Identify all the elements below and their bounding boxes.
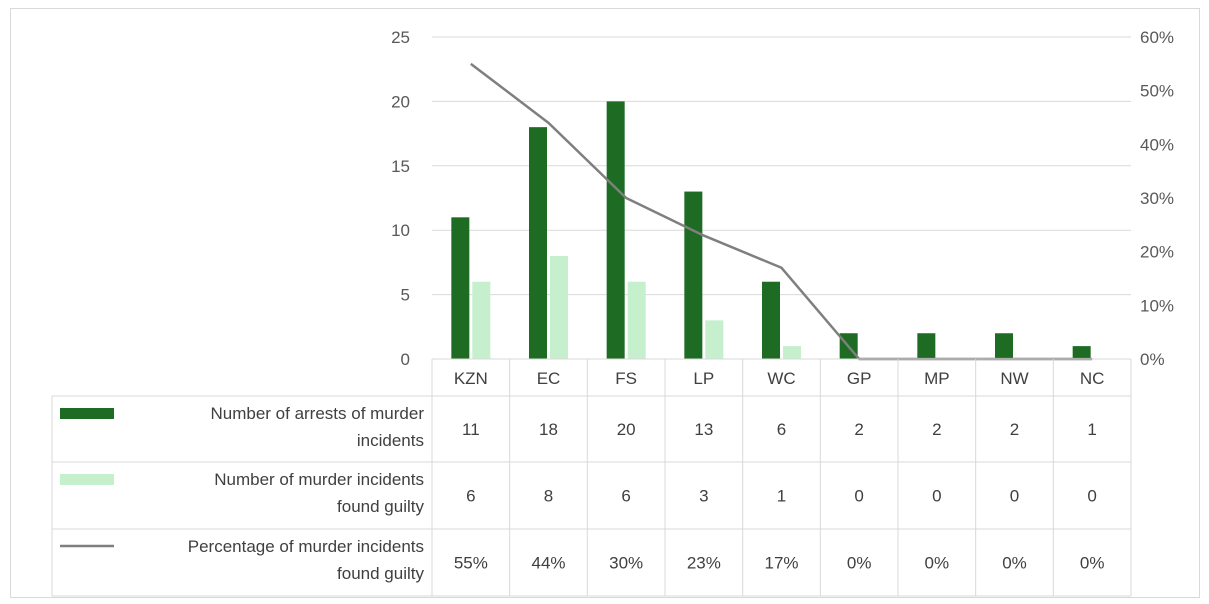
table-cell-value: 1 <box>1087 420 1096 439</box>
y2-axis-tick-label: 40% <box>1140 135 1174 154</box>
table-cell-value: 20 <box>617 420 636 439</box>
bar-arrests <box>606 101 625 360</box>
table-cell-value: 2 <box>932 420 941 439</box>
category-label: KZN <box>454 369 488 388</box>
series-label-line: Number of arrests of murder <box>210 404 424 423</box>
table-cell-value: 23% <box>687 554 721 573</box>
category-label: EC <box>537 369 561 388</box>
table-cell-value: 6 <box>621 487 630 506</box>
table-cell-value: 6 <box>777 420 786 439</box>
table-cell-value: 0 <box>1087 487 1096 506</box>
bar-guilty <box>705 320 724 359</box>
table-cell-value: 0 <box>932 487 941 506</box>
bar-arrests <box>684 191 703 359</box>
table-cell-value: 1 <box>777 487 786 506</box>
category-label: NC <box>1080 369 1105 388</box>
series-label-line: incidents <box>357 431 424 450</box>
bar-arrests <box>917 333 936 359</box>
bar-guilty <box>472 281 491 359</box>
table-cell-value: 0% <box>925 554 950 573</box>
bar-arrests <box>995 333 1013 359</box>
y-axis-tick-label: 25 <box>391 28 410 47</box>
table-cell-value: 0 <box>1010 487 1019 506</box>
table-cell-value: 2 <box>1010 420 1019 439</box>
category-label: GP <box>847 369 872 388</box>
table-cell-value: 0 <box>854 487 863 506</box>
y2-axis-tick-label: 0% <box>1140 350 1165 369</box>
table-cell-value: 13 <box>694 420 713 439</box>
y2-axis-tick-label: 30% <box>1140 189 1174 208</box>
table-cell-value: 44% <box>531 554 565 573</box>
y2-axis-tick-label: 20% <box>1140 243 1174 262</box>
table-cell-value: 0% <box>1080 554 1105 573</box>
category-label: LP <box>693 369 714 388</box>
category-label: MP <box>924 369 950 388</box>
bar-arrests <box>529 127 547 359</box>
y2-axis-tick-label: 60% <box>1140 28 1174 47</box>
y-axis-tick-label: 10 <box>391 221 410 240</box>
series-label-line: Number of murder incidents <box>214 470 424 489</box>
legend-key-1 <box>60 474 114 485</box>
category-label: NW <box>1000 369 1028 388</box>
table-cell-value: 8 <box>544 487 553 506</box>
table-cell-value: 11 <box>462 420 480 439</box>
bar-guilty <box>550 255 568 359</box>
y2-axis-tick-label: 50% <box>1140 82 1174 101</box>
bar-arrests <box>762 281 780 359</box>
table-cell-value: 17% <box>764 554 798 573</box>
bar-arrests <box>451 217 470 359</box>
bar-arrests <box>1072 346 1091 359</box>
y-axis-tick-label: 0 <box>401 350 410 369</box>
series-label-line: found guilty <box>337 497 424 516</box>
table-cell-value: 6 <box>466 487 475 506</box>
table-cell-value: 3 <box>699 487 708 506</box>
table-cell-value: 0% <box>847 554 872 573</box>
table-cell-value: 30% <box>609 554 643 573</box>
legend-key-0 <box>60 408 114 419</box>
y2-axis-tick-label: 10% <box>1140 296 1174 315</box>
y-axis-tick-label: 5 <box>401 286 410 305</box>
series-label-line: Percentage of murder incidents <box>188 537 424 556</box>
bar-guilty <box>783 346 801 359</box>
table-cell-value: 18 <box>539 420 558 439</box>
table-cell-value: 0% <box>1002 554 1027 573</box>
table-cell-value: 2 <box>854 420 863 439</box>
y-axis-tick-label: 20 <box>391 92 410 111</box>
category-label: WC <box>767 369 795 388</box>
y-axis-tick-label: 15 <box>391 157 410 176</box>
table-cell-value: 55% <box>454 554 488 573</box>
series-label-line: found guilty <box>337 564 424 583</box>
bar-guilty <box>627 281 646 359</box>
category-label: FS <box>615 369 637 388</box>
chart-frame <box>10 8 1200 598</box>
